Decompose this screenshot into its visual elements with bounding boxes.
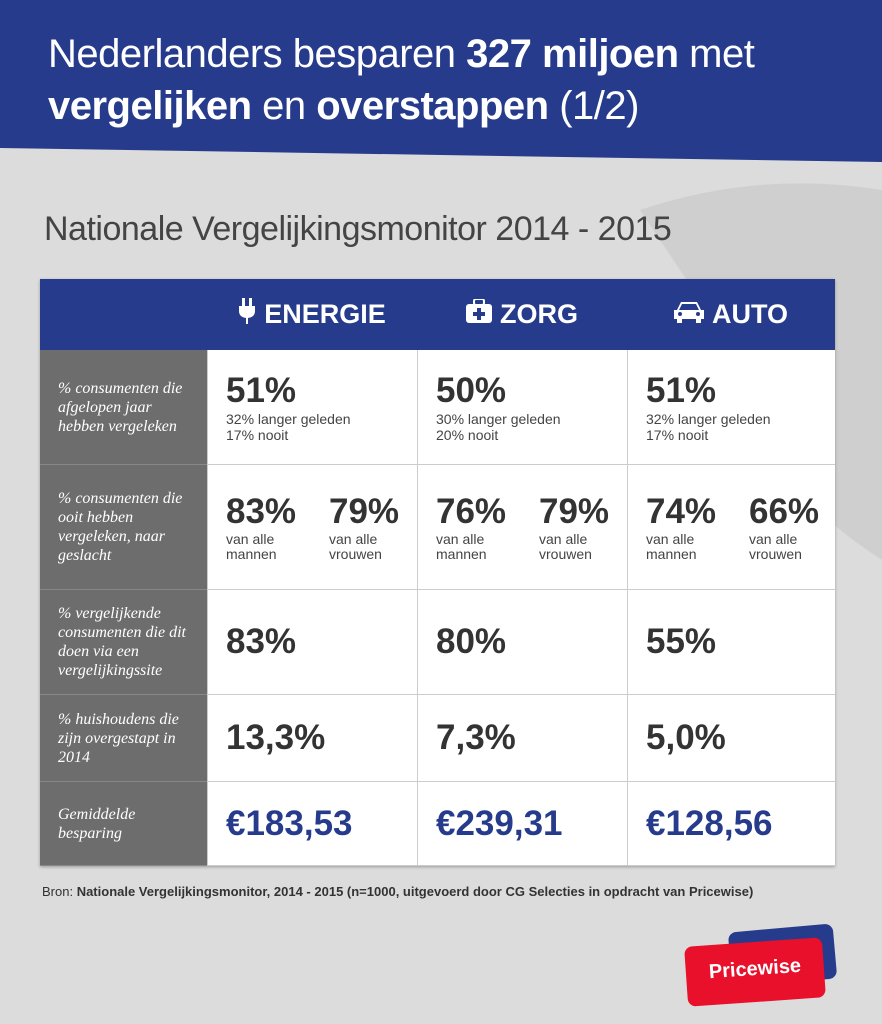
pair: 83% van alle mannen bbox=[226, 492, 311, 562]
cell: 83% van alle mannen 79% van alle vrouwen bbox=[207, 465, 417, 590]
pair: 76% van alle mannen bbox=[436, 492, 521, 562]
icon bbox=[673, 302, 704, 323]
source: Bron: Nationale Vergelijkingsmonitor, 20… bbox=[42, 884, 753, 899]
title-part: met bbox=[678, 32, 755, 76]
pair-label: van alle mannen bbox=[646, 531, 697, 562]
cell-value: 55% bbox=[646, 622, 717, 661]
cell: 13,3% bbox=[207, 695, 417, 782]
subtitle: Nationale Vergelijkingsmonitor 2014 - 20… bbox=[44, 210, 672, 248]
row-label: % huishoudens die zijn overgestapt in 20… bbox=[40, 695, 207, 782]
icon bbox=[466, 298, 492, 323]
column-title: ZORG bbox=[500, 299, 578, 329]
pair-label: van alle vrouwen bbox=[749, 531, 802, 562]
pair-value: 74% bbox=[646, 492, 717, 531]
pair-value: 83% bbox=[226, 492, 297, 531]
column-title: ENERGIE bbox=[264, 299, 386, 329]
header-corner bbox=[40, 279, 207, 350]
cell: 7,3% bbox=[417, 695, 627, 782]
cell-note: 32% langer geleden bbox=[226, 411, 351, 427]
row-label: % consumenten die ooit hebben vergeleken… bbox=[40, 465, 207, 590]
cell: 51% 32% langer geleden 17% nooit bbox=[207, 350, 417, 465]
cell-value: €183,53 bbox=[226, 803, 353, 843]
cell-value: 7,3% bbox=[436, 718, 516, 757]
column-icon bbox=[673, 299, 704, 330]
cell-value: 51% bbox=[226, 371, 297, 410]
cell-value: 83% bbox=[226, 622, 297, 661]
column-icon bbox=[466, 298, 492, 330]
title-part: (1/2) bbox=[548, 84, 639, 128]
cell: 83% bbox=[207, 590, 417, 695]
cell-note: 20% nooit bbox=[436, 427, 499, 443]
cell: 50% 30% langer geleden 20% nooit bbox=[417, 350, 627, 465]
cell: 51% 32% langer geleden 17% nooit bbox=[627, 350, 835, 465]
title-line: Nederlanders besparen 327 miljoen met bbox=[48, 28, 755, 80]
cell: 80% bbox=[417, 590, 627, 695]
cell: 76% van alle mannen 79% van alle vrouwen bbox=[417, 465, 627, 590]
cell: €128,56 bbox=[627, 782, 835, 866]
cell-pairs: 76% van alle mannen 79% van alle vrouwen bbox=[436, 492, 627, 562]
column-header: ENERGIE bbox=[207, 279, 417, 350]
icon bbox=[239, 298, 256, 324]
column-header: AUTO bbox=[627, 279, 835, 350]
cell: €239,31 bbox=[417, 782, 627, 866]
cell-note: 17% nooit bbox=[226, 427, 289, 443]
cell: 55% bbox=[627, 590, 835, 695]
column-icon bbox=[238, 298, 256, 331]
cell: €183,53 bbox=[207, 782, 417, 866]
row-label: % consumenten die afgelopen jaar hebben … bbox=[40, 350, 207, 465]
column-header: ZORG bbox=[417, 279, 627, 350]
row-label: Gemiddelde besparing bbox=[40, 782, 207, 866]
pair: 74% van alle mannen bbox=[646, 492, 731, 562]
pair-value: 76% bbox=[436, 492, 507, 531]
cell-pairs: 83% van alle mannen 79% van alle vrouwen bbox=[226, 492, 417, 562]
cell-value: €239,31 bbox=[436, 803, 563, 843]
pair-label: van alle vrouwen bbox=[329, 531, 382, 562]
cell-value: 80% bbox=[436, 622, 507, 661]
cell: 74% van alle mannen 66% van alle vrouwen bbox=[627, 465, 835, 590]
cell-value: 50% bbox=[436, 371, 507, 410]
cell-value: 51% bbox=[646, 371, 717, 410]
pair: 66% van alle vrouwen bbox=[749, 492, 834, 562]
title-part: overstappen bbox=[316, 84, 549, 128]
pair-label: van alle vrouwen bbox=[539, 531, 592, 562]
pair-label: van alle mannen bbox=[226, 531, 277, 562]
pair-value: 79% bbox=[329, 492, 400, 531]
source-text: Nationale Vergelijkingsmonitor, 2014 - 2… bbox=[76, 884, 754, 899]
title-part: en bbox=[251, 84, 317, 128]
title-line: vergelijken en overstappen (1/2) bbox=[48, 80, 754, 132]
cell-note: 30% langer geleden bbox=[436, 411, 561, 427]
title-part: Nederlanders besparen bbox=[48, 32, 467, 76]
cell-pairs: 74% van alle mannen 66% van alle vrouwen bbox=[646, 492, 835, 562]
cell-value: €128,56 bbox=[646, 803, 773, 843]
cell: 5,0% bbox=[627, 695, 835, 782]
pair: 79% van alle vrouwen bbox=[329, 492, 414, 562]
pair-value: 66% bbox=[749, 492, 820, 531]
column-title: AUTO bbox=[711, 299, 788, 329]
source-prefix: Bron: bbox=[42, 884, 77, 899]
pair-value: 79% bbox=[539, 492, 610, 531]
cell-note: 17% nooit bbox=[646, 427, 709, 443]
cell-value: 5,0% bbox=[646, 718, 726, 757]
logo-front bbox=[684, 937, 826, 1007]
title-part: 327 miljoen bbox=[466, 32, 679, 76]
table: ENERGIE ZORG AUTO % consumenten die afgelop… bbox=[40, 279, 835, 866]
cell-value: 13,3% bbox=[226, 718, 326, 757]
pair-label: van alle mannen bbox=[436, 531, 487, 562]
header-band bbox=[0, 0, 882, 162]
cell-note: 32% langer geleden bbox=[646, 411, 771, 427]
pair: 79% van alle vrouwen bbox=[539, 492, 624, 562]
title-part: vergelijken bbox=[48, 84, 252, 128]
row-label: % vergelijkende consumenten die dit doen… bbox=[40, 590, 207, 695]
title: Nederlanders besparen 327 miljoen met ver… bbox=[48, 28, 755, 132]
